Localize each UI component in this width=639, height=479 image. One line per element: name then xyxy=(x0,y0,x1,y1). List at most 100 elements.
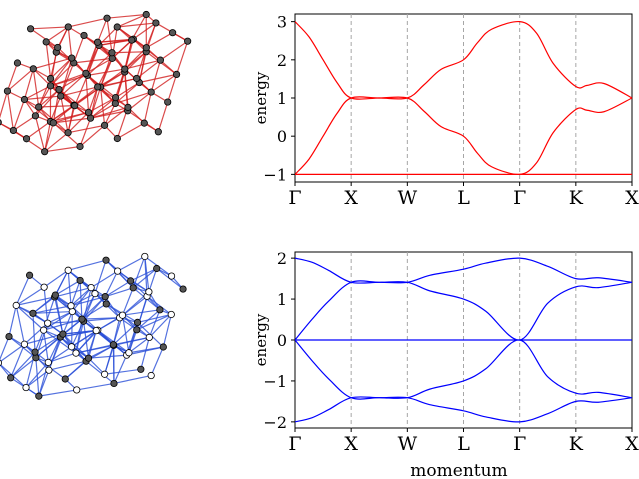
atom xyxy=(142,10,150,19)
atom xyxy=(46,82,55,90)
bond xyxy=(7,68,34,92)
atom xyxy=(26,25,35,33)
bond xyxy=(79,117,92,147)
bond xyxy=(106,13,147,19)
bond xyxy=(97,17,108,43)
bond xyxy=(100,68,126,88)
bond xyxy=(143,91,152,124)
bond xyxy=(15,275,31,306)
bond xyxy=(13,115,36,131)
bond xyxy=(148,268,158,293)
bond xyxy=(87,52,113,76)
bond xyxy=(85,73,90,113)
bond xyxy=(104,106,129,126)
bond xyxy=(87,86,99,113)
x-tick-label: K xyxy=(569,187,584,209)
atom xyxy=(179,285,187,293)
bond xyxy=(54,270,69,296)
bond xyxy=(43,311,73,331)
bond xyxy=(47,320,84,324)
bond xyxy=(140,337,150,370)
atom xyxy=(41,148,49,156)
bond xyxy=(8,305,17,337)
bond xyxy=(70,311,73,347)
atom xyxy=(113,134,121,143)
bond xyxy=(10,351,36,379)
x-tick-label: L xyxy=(457,187,470,209)
bond xyxy=(117,122,145,140)
bond xyxy=(67,124,105,134)
atom xyxy=(68,54,76,62)
bond xyxy=(33,57,72,70)
atom xyxy=(102,300,110,308)
bond xyxy=(67,111,89,134)
atom xyxy=(127,277,135,285)
bond xyxy=(130,267,157,282)
atom xyxy=(22,135,31,143)
bond xyxy=(6,90,14,131)
atom xyxy=(147,88,155,96)
y-tick-label: 2 xyxy=(277,249,287,268)
band-series xyxy=(294,21,633,175)
bond xyxy=(104,344,114,375)
bond xyxy=(6,62,19,92)
bond xyxy=(70,293,96,307)
bond xyxy=(30,26,69,30)
bond xyxy=(137,313,172,323)
atom xyxy=(64,266,72,274)
x-tick-label: Γ xyxy=(288,187,301,209)
atom xyxy=(67,302,75,310)
atom xyxy=(64,23,72,31)
atom xyxy=(13,59,22,67)
atom xyxy=(46,74,55,83)
bond xyxy=(85,57,113,74)
atom xyxy=(44,358,52,366)
y-tick-label: 0 xyxy=(277,331,287,350)
bond xyxy=(146,32,173,49)
band-line xyxy=(294,396,633,423)
atom xyxy=(141,252,149,261)
atom xyxy=(45,366,53,374)
bond xyxy=(90,97,116,119)
atom xyxy=(54,43,62,52)
bond xyxy=(10,344,25,379)
bond xyxy=(0,336,10,361)
bond xyxy=(112,321,138,346)
bond xyxy=(81,317,120,320)
bond xyxy=(88,357,106,375)
atom xyxy=(128,36,136,44)
atom xyxy=(94,38,102,46)
bond xyxy=(0,343,25,363)
bond xyxy=(127,91,152,112)
bond xyxy=(34,115,46,152)
bond xyxy=(54,294,64,335)
y-tick-label: 3 xyxy=(277,13,287,32)
y-tick-label: −1 xyxy=(263,165,287,184)
atom xyxy=(0,359,3,367)
bond xyxy=(90,106,129,119)
bond xyxy=(124,59,161,70)
atom xyxy=(87,283,95,292)
band-line xyxy=(294,21,633,175)
bond xyxy=(68,17,108,28)
bond xyxy=(104,270,119,297)
bond xyxy=(62,318,83,335)
bond xyxy=(15,286,45,306)
bond xyxy=(67,26,73,59)
bond xyxy=(43,318,83,331)
bond xyxy=(60,86,98,97)
atom xyxy=(76,142,84,151)
bond xyxy=(71,330,97,348)
atom xyxy=(184,37,192,45)
bond xyxy=(150,73,177,93)
bond xyxy=(116,13,147,28)
bond xyxy=(57,26,69,48)
bond xyxy=(38,89,60,108)
bond xyxy=(45,41,52,79)
bond xyxy=(144,256,150,292)
bond xyxy=(50,57,73,79)
y-ticks: −1 0 1 2 3 xyxy=(263,13,295,184)
bond xyxy=(38,389,77,397)
bond xyxy=(32,313,36,353)
bond xyxy=(150,346,164,376)
